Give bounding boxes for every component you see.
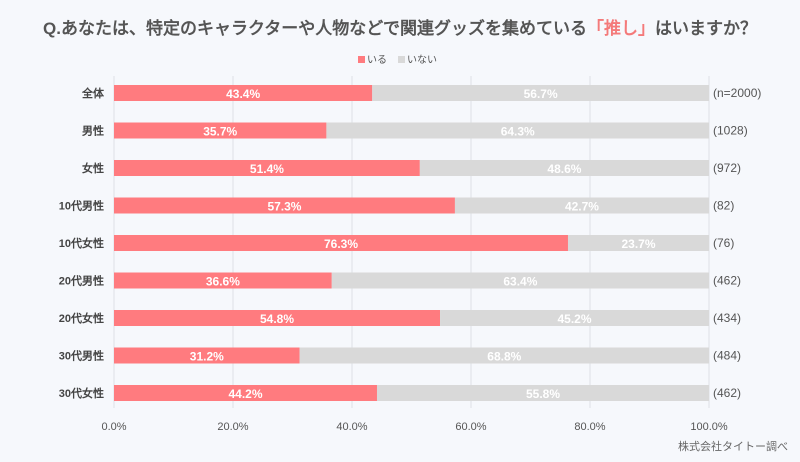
legend-swatch [358,56,365,63]
category-label: 20代男性 [59,274,104,288]
x-tick-label: 0.0% [101,421,126,433]
category-label: 30代女性 [59,386,104,400]
sample-size-label: (82) [713,199,734,213]
bar-segment [114,235,568,251]
data-label: 76.3% [324,237,358,251]
bar-segment [114,310,441,326]
bar-segment [114,85,373,101]
data-label: 43.4% [226,87,260,101]
data-label: 63.4% [503,275,537,289]
sample-size-label: (434) [713,311,741,325]
x-tick-label: 100.0% [690,421,728,433]
bar-segment [114,122,327,139]
data-label: 57.3% [267,200,301,214]
bar-segment [454,197,709,214]
bar-segment [372,85,709,101]
sample-size-label: (484) [713,349,741,363]
sample-size-label: (972) [713,161,741,175]
sample-size-label: (462) [713,386,741,400]
title-suffix: はいますか？ [654,19,757,38]
bar-segment [114,385,377,401]
data-label: 36.6% [206,275,240,289]
sample-size-label: (n=2000) [713,86,761,100]
x-tick-label: 80.0% [574,421,605,433]
category-label: 30代男性 [59,349,104,363]
category-label: 全体 [81,86,105,100]
x-tick-label: 60.0% [455,421,486,433]
data-label: 55.8% [526,387,560,401]
bar-segment [299,347,709,364]
legend-label: いない [407,54,437,66]
bar-segment [376,385,709,401]
sample-size-label: (76) [713,236,734,250]
category-label: 男性 [82,124,104,138]
x-tick-label: 40.0% [336,421,367,433]
credit: 株式会社タイトー調べ [678,441,788,453]
legend-swatch [398,56,405,63]
bar-segment [114,197,455,214]
data-label: 48.6% [547,162,581,176]
category-label: 10代女性 [59,236,104,250]
data-label: 44.2% [228,387,262,401]
bar-segment [567,235,709,251]
data-label: 45.2% [558,312,592,326]
data-label: 64.3% [501,125,535,139]
sample-size-label: (462) [713,274,741,288]
bar-segment [326,122,709,139]
x-tick-label: 20.0% [217,421,248,433]
legend-label: いる [367,54,387,66]
bar-segment [419,160,709,176]
chart-title: Q.あなたは、特定のキャラクターや人物などで関連グッズを集めている「推し」はいま… [0,14,800,39]
data-label: 54.8% [260,312,294,326]
data-label: 35.7% [203,125,237,139]
bar-segment [114,160,420,176]
data-label: 56.7% [524,87,558,101]
title-text: Q.あなたは、特定のキャラクターや人物などで関連グッズを集めている [43,19,587,38]
bar-segment [114,347,300,364]
category-label: 10代男性 [59,199,104,213]
bar-segment [440,310,709,326]
data-label: 51.4% [250,162,284,176]
category-label: 20代女性 [59,311,104,325]
data-label: 68.8% [487,350,521,364]
data-label: 23.7% [621,237,655,251]
sample-size-label: (1028) [713,124,748,138]
bar-segment [114,272,332,289]
data-label: 31.2% [190,350,224,364]
bar-segment [331,272,709,289]
category-label: 女性 [82,161,104,175]
data-label: 42.7% [565,200,599,214]
title-highlight: 「推し」 [586,19,655,38]
